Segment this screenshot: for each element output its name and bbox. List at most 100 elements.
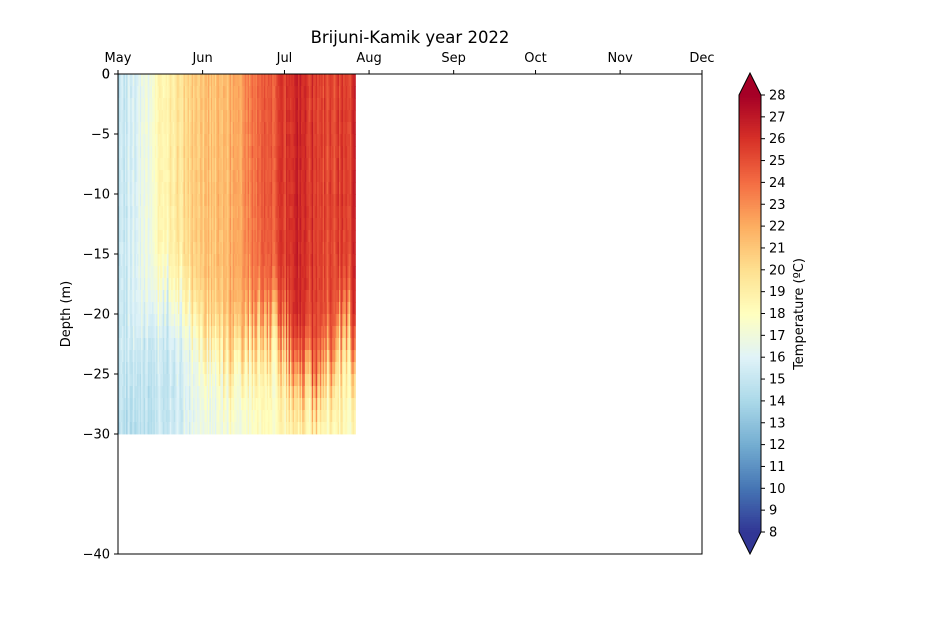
heatmap-cell: [287, 242, 289, 255]
heatmap-cell: [124, 410, 127, 423]
heatmap-cell: [118, 182, 120, 195]
heatmap-cell: [122, 98, 124, 111]
heatmap-cell: [302, 362, 304, 375]
heatmap-cell: [134, 134, 137, 147]
heatmap-cell: [164, 338, 167, 351]
heatmap-cell: [118, 398, 120, 411]
heatmap-cell: [281, 398, 284, 411]
heatmap-cell: [133, 338, 135, 351]
heatmap-cell: [285, 422, 288, 435]
heatmap-cell: [122, 350, 124, 363]
heatmap-cell: [332, 134, 334, 147]
heatmap-cell: [191, 398, 194, 411]
heatmap-cell: [242, 254, 244, 267]
heatmap-cell: [120, 74, 123, 87]
heatmap-cell: [184, 338, 187, 351]
heatmap-cell: [217, 182, 220, 195]
heatmap-cell: [139, 110, 142, 123]
heatmap-cell: [212, 158, 214, 171]
heatmap-cell: [228, 206, 231, 219]
heatmap-cell: [120, 410, 123, 423]
heatmap-cell: [291, 194, 294, 207]
heatmap-cell: [265, 422, 268, 435]
heatmap-cell: [168, 326, 171, 339]
heatmap-cell: [201, 302, 203, 315]
heatmap-cell: [178, 110, 180, 123]
heatmap-cell: [142, 338, 145, 351]
heatmap-cell: [131, 158, 134, 171]
heatmap-cell: [284, 278, 287, 291]
heatmap-cell: [279, 266, 281, 279]
heatmap-cell: [300, 230, 303, 243]
heatmap-cell: [339, 86, 341, 99]
heatmap-cell: [176, 206, 179, 219]
heatmap-cell: [283, 122, 285, 135]
heatmap-cell: [273, 182, 276, 195]
heatmap-cell: [309, 170, 311, 183]
heatmap-cell: [148, 170, 150, 183]
heatmap-cell: [251, 158, 254, 171]
heatmap-cell: [268, 194, 270, 207]
heatmap-cell: [168, 158, 171, 171]
heatmap-cell: [294, 410, 296, 423]
heatmap-cell: [213, 386, 216, 399]
heatmap-cell: [344, 266, 347, 279]
heatmap-cell: [223, 230, 225, 243]
heatmap-cell: [218, 98, 221, 111]
heatmap-cell: [227, 350, 229, 363]
heatmap-cell: [289, 182, 292, 195]
heatmap-cell: [186, 170, 188, 183]
heatmap-cell: [319, 122, 322, 135]
heatmap-cell: [272, 302, 274, 315]
heatmap-cell: [118, 278, 120, 291]
heatmap-cell: [146, 194, 149, 207]
heatmap-cell: [294, 218, 296, 231]
heatmap-cell: [304, 302, 307, 315]
heatmap-cell: [188, 314, 191, 327]
heatmap-cell: [186, 422, 188, 435]
heatmap-cell: [307, 254, 310, 267]
heatmap-cell: [124, 146, 127, 159]
heatmap-cell: [259, 374, 262, 387]
heatmap-cell: [244, 278, 247, 291]
heatmap-cell: [184, 194, 187, 207]
heatmap-cell: [306, 86, 309, 99]
heatmap-cell: [141, 230, 143, 243]
heatmap-cell: [199, 374, 202, 387]
heatmap-cell: [184, 290, 187, 303]
heatmap-cell: [201, 86, 203, 99]
heatmap-cell: [179, 98, 182, 111]
heatmap-cell: [130, 398, 133, 411]
heatmap-cell: [194, 170, 197, 183]
heatmap-cell: [186, 410, 188, 423]
heatmap-cell: [304, 122, 307, 135]
heatmap-cell: [333, 110, 336, 123]
heatmap-cell: [128, 122, 131, 135]
heatmap-cell: [266, 362, 269, 375]
heatmap-cell: [315, 410, 318, 423]
heatmap-cell: [210, 338, 213, 351]
heatmap-cell: [168, 410, 171, 423]
heatmap-cell: [299, 182, 302, 195]
heatmap-cell: [224, 278, 227, 291]
heatmap-cell: [231, 266, 234, 279]
heatmap-cell: [143, 218, 146, 231]
heatmap-cell: [227, 170, 229, 183]
heatmap-cell: [322, 110, 325, 123]
heatmap-cell: [119, 278, 122, 291]
heatmap-cell: [190, 86, 193, 99]
heatmap-cell: [220, 422, 223, 435]
heatmap-cell: [180, 206, 183, 219]
heatmap-cell: [291, 410, 294, 423]
heatmap-cell: [231, 86, 234, 99]
heatmap-cell: [178, 422, 180, 435]
heatmap-cell: [187, 254, 190, 267]
heatmap-cell: [168, 146, 171, 159]
heatmap-cell: [326, 302, 329, 315]
heatmap-cell: [300, 86, 303, 99]
heatmap-cell: [128, 326, 131, 339]
heatmap-cell: [264, 218, 266, 231]
heatmap-cell: [344, 158, 347, 171]
heatmap-cell: [247, 194, 250, 207]
heatmap-cell: [332, 386, 334, 399]
